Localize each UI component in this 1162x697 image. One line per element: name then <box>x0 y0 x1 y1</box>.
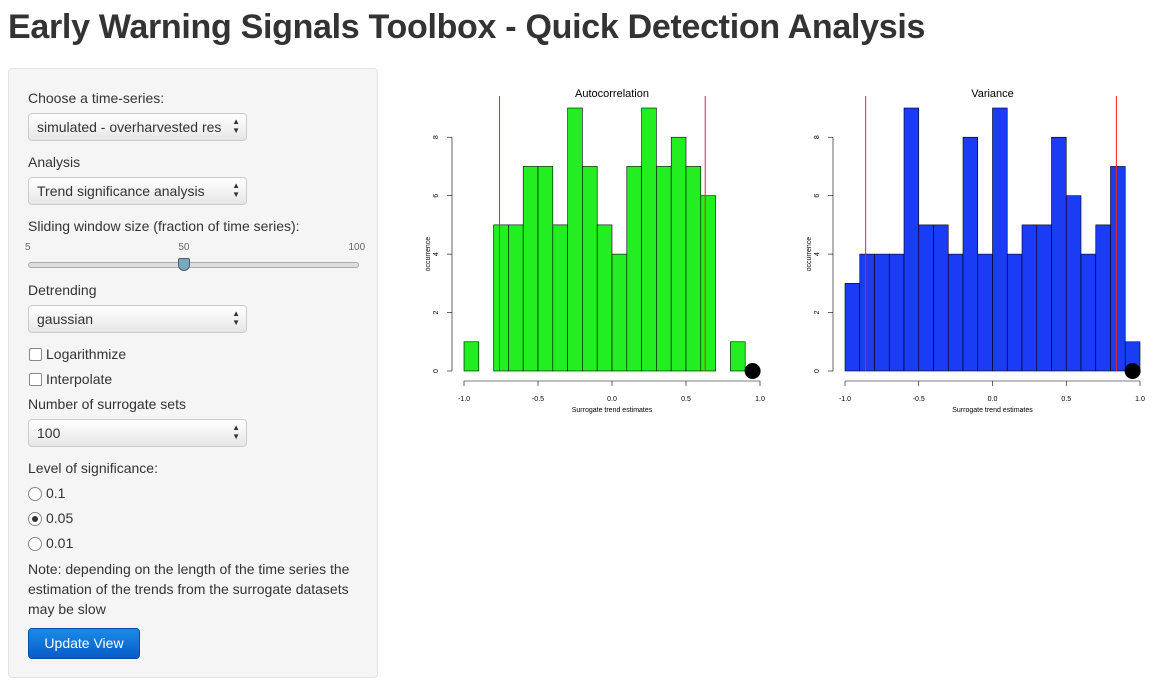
observed-point <box>744 363 761 379</box>
y-tick-label: 6 <box>433 194 440 198</box>
label: Analysis <box>28 154 81 170</box>
bar <box>596 224 613 372</box>
bar <box>1080 253 1097 372</box>
bar <box>888 253 905 372</box>
radio-label: 0.05 <box>46 510 74 526</box>
observed-point <box>1124 363 1141 379</box>
bar <box>903 107 920 372</box>
bar <box>582 166 598 372</box>
label: Detrending <box>28 282 97 298</box>
y-tick-label: 0 <box>814 369 821 373</box>
sidebar: Choose a time-series: simulated - overha… <box>8 68 378 678</box>
bar <box>918 224 934 372</box>
y-tick-label: 4 <box>814 252 821 256</box>
y-tick-label: 8 <box>814 135 821 139</box>
x-tick-label: 0.5 <box>681 396 691 403</box>
bar <box>1124 341 1141 372</box>
bar <box>874 253 890 372</box>
select[interactable]: 100 ▲ ▼ <box>28 419 247 447</box>
bar <box>844 283 861 372</box>
bar <box>962 136 979 372</box>
bar <box>1036 224 1052 372</box>
bar <box>859 253 875 372</box>
slider-label: 5 <box>25 242 31 253</box>
select[interactable]: Trend significance analysis ▲ ▼ <box>28 177 247 205</box>
x-tick-label: 0.0 <box>988 396 998 403</box>
bar <box>1021 224 1038 372</box>
y-tick-label: 0 <box>433 369 440 373</box>
radio[interactable] <box>28 512 42 526</box>
bar <box>977 253 993 372</box>
bar <box>1110 166 1126 372</box>
x-tick-label: -1.0 <box>839 396 851 403</box>
slider-track[interactable] <box>28 262 359 268</box>
label: Number of surrogate sets <box>28 396 186 412</box>
bar <box>522 166 539 372</box>
bar <box>552 224 568 372</box>
bar <box>730 341 746 372</box>
slider-label: 50 <box>178 242 190 253</box>
checkbox[interactable] <box>29 348 42 361</box>
radio[interactable] <box>28 537 42 551</box>
x-tick-label: 1.0 <box>1135 396 1145 403</box>
y-axis-label: occurrence <box>425 237 432 272</box>
bar <box>641 107 657 372</box>
x-tick-label: -0.5 <box>532 396 544 403</box>
note: Note: depending on the length of the tim… <box>28 561 350 617</box>
radio-label: 0.01 <box>46 535 74 551</box>
x-tick-label: -1.0 <box>458 396 470 403</box>
bar <box>1051 136 1067 372</box>
bar <box>463 341 480 372</box>
chart-title: Autocorrelation <box>575 88 649 100</box>
chart-title: Variance <box>971 88 1014 100</box>
x-tick-label: 1.0 <box>755 396 765 403</box>
checkbox[interactable] <box>29 373 42 386</box>
bar <box>670 136 687 372</box>
x-tick-label: 0.5 <box>1061 396 1071 403</box>
select-value: 100 <box>37 425 61 441</box>
bar <box>537 166 554 372</box>
bar <box>947 253 964 372</box>
bar <box>611 253 628 372</box>
bar <box>626 166 642 372</box>
bar <box>933 224 949 372</box>
y-tick-label: 2 <box>433 311 440 315</box>
bar <box>992 107 1008 372</box>
select-value: gaussian <box>37 311 94 327</box>
select[interactable]: simulated - overharvested resource▲▼ <box>28 113 247 141</box>
y-tick-label: 2 <box>814 311 821 315</box>
label: Choose a time-series: <box>28 90 165 106</box>
bar <box>685 166 702 372</box>
bar <box>508 224 524 372</box>
checkbox-label: Interpolate <box>46 371 113 387</box>
bar <box>567 107 583 372</box>
checkbox-label: Logarithmize <box>46 346 127 362</box>
y-tick-label: 8 <box>433 135 440 139</box>
bar <box>656 166 672 372</box>
bar <box>700 195 716 372</box>
y-tick-label: 6 <box>814 194 821 198</box>
select[interactable]: gaussian ▲ ▼ <box>28 305 247 333</box>
label: Level of significance: <box>28 460 158 476</box>
slider-handle[interactable] <box>177 258 190 271</box>
y-tick-label: 4 <box>433 252 440 256</box>
label: Sliding window size (fraction of time se… <box>28 218 300 234</box>
update-button[interactable]: Update View <box>28 628 140 659</box>
bar <box>1006 253 1023 372</box>
x-axis-label: Surrogate trend estimates <box>952 407 1033 414</box>
x-tick-label: 0.0 <box>607 396 617 403</box>
x-tick-label: -0.5 <box>913 396 925 403</box>
bar <box>493 224 509 372</box>
page-title: Early Warning Signals Toolbox - Quick De… <box>8 8 926 46</box>
x-axis-label: Surrogate trend estimates <box>572 407 653 414</box>
bar <box>1065 195 1082 372</box>
select-value: simulated - overharvested resource <box>37 119 222 135</box>
y-axis-label: occurrence <box>806 237 813 272</box>
radio-label: 0.1 <box>46 485 66 501</box>
select-value: Trend significance analysis <box>37 183 205 199</box>
radio[interactable] <box>28 487 42 501</box>
bar <box>1095 224 1111 372</box>
slider-label: 100 <box>348 242 366 253</box>
